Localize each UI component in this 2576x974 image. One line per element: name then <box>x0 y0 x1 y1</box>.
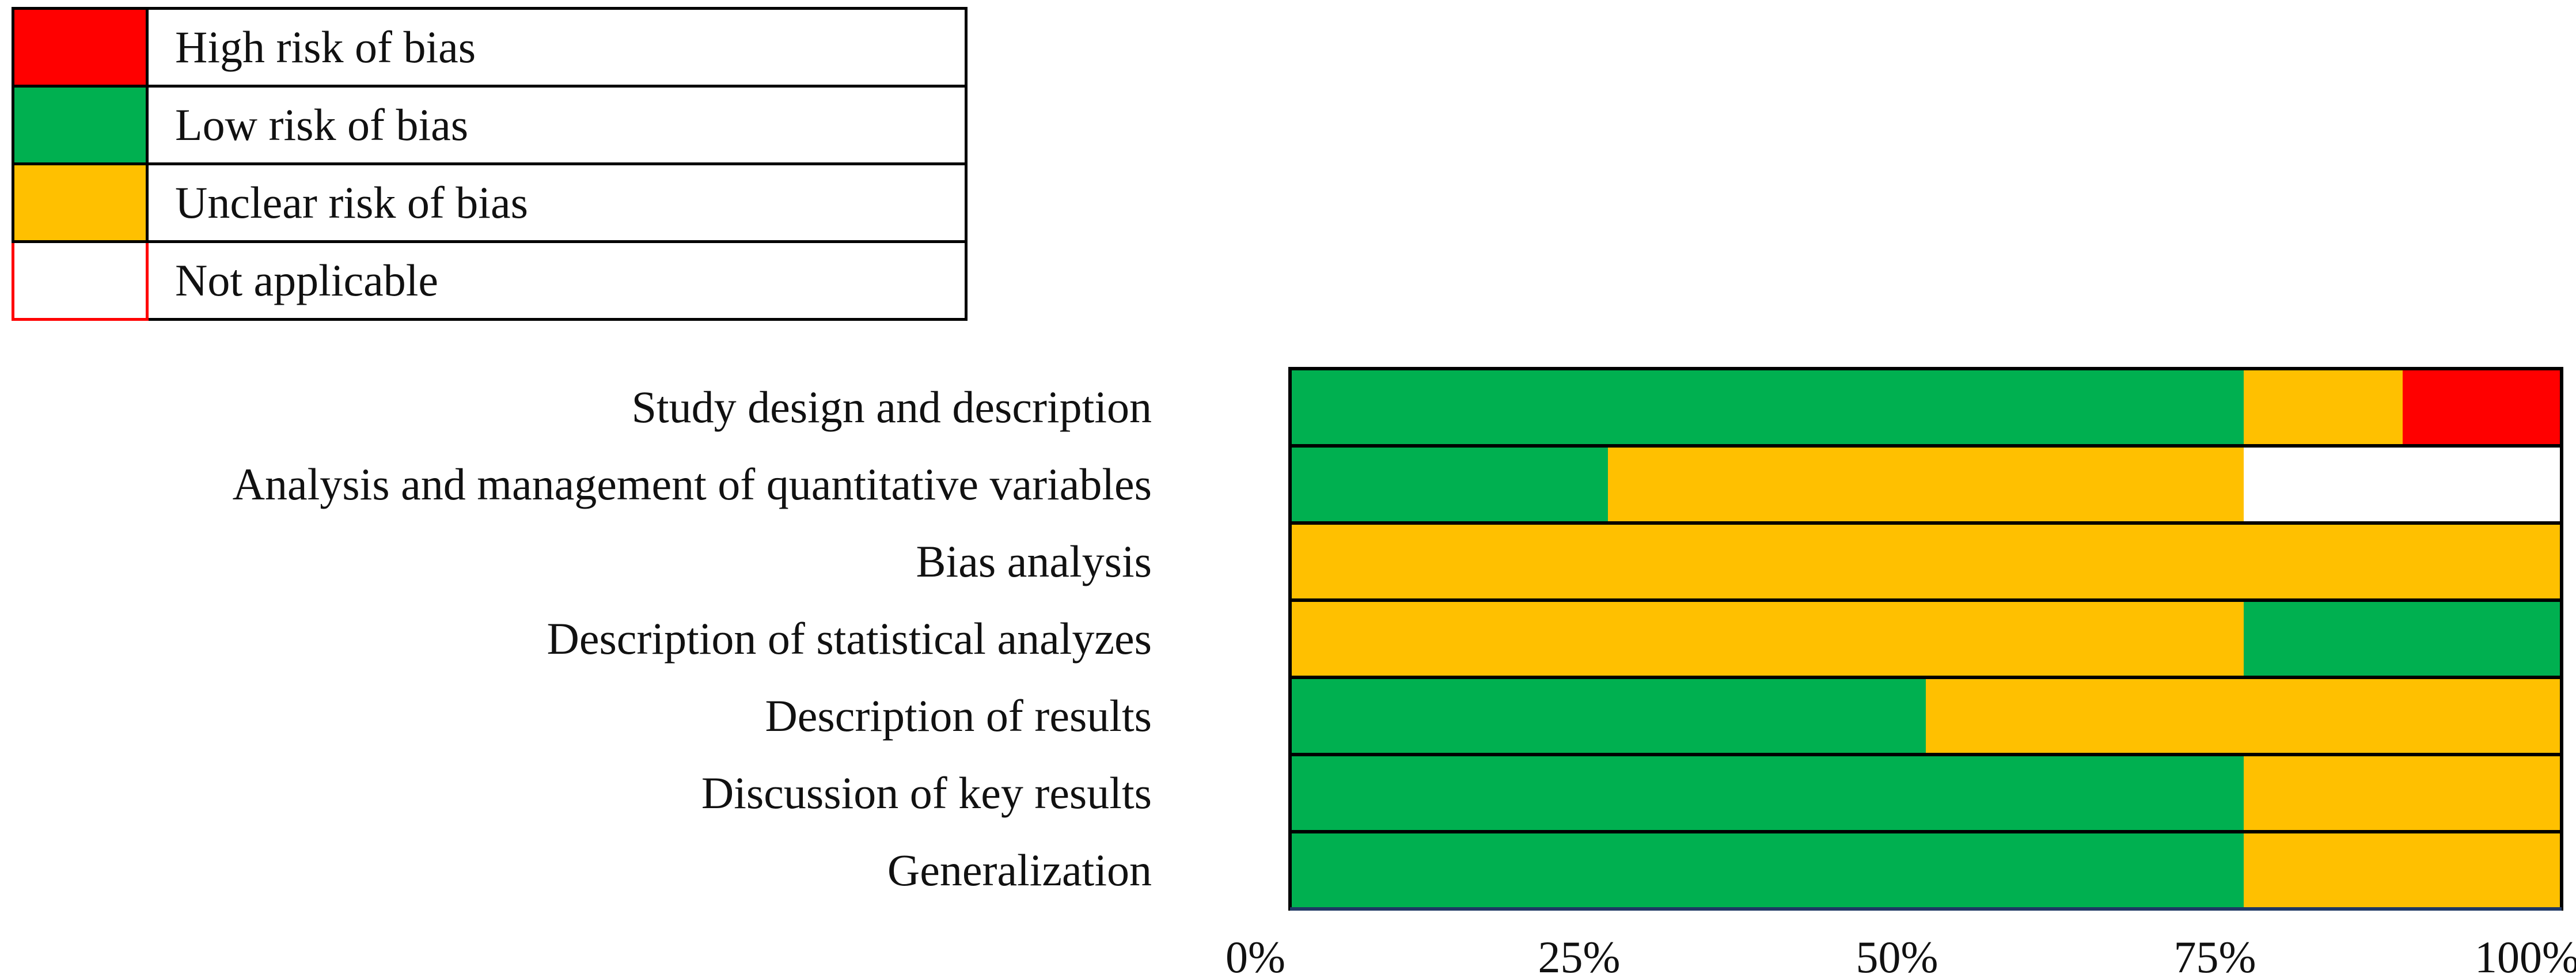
legend-swatch-na <box>12 240 149 321</box>
legend-swatch-high <box>12 7 149 88</box>
legend-item-high: High risk of bias <box>12 7 968 88</box>
x-tick-label-2: 50% <box>1856 932 1938 974</box>
bar-segment-6-1-unclear <box>2244 832 2562 909</box>
category-label-5: Discussion of key results <box>701 768 1152 818</box>
category-label-4: Description of results <box>765 691 1152 741</box>
legend-swatch-unclear <box>12 162 149 243</box>
bars-group <box>1288 367 2563 911</box>
legend-label-high: High risk of bias <box>146 7 968 88</box>
legend: High risk of bias Low risk of bias Uncle… <box>12 7 968 321</box>
bar-segment-0-0-low <box>1290 369 2244 446</box>
bar-segment-3-0-unclear <box>1290 600 2244 677</box>
bar-segment-3-1-low <box>2244 600 2562 677</box>
x-tick-label-1: 25% <box>1538 932 1621 974</box>
bar-segment-1-1-unclear <box>1608 446 2244 523</box>
legend-label-low: Low risk of bias <box>146 85 968 165</box>
bar-segment-1-0-low <box>1290 446 1608 523</box>
legend-label-na: Not applicable <box>146 240 968 321</box>
category-label-2: Bias analysis <box>916 536 1152 586</box>
bar-segment-5-1-unclear <box>2244 755 2562 832</box>
x-tick-label-0: 0% <box>1226 932 1285 974</box>
legend-item-na: Not applicable <box>12 240 968 321</box>
x-tick-label-4: 100% <box>2475 932 2576 974</box>
x-tick-labels: 0% 25% 50% 75% 100% <box>1226 932 2576 974</box>
legend-item-low: Low risk of bias <box>12 85 968 165</box>
category-label-3: Description of statistical analyzes <box>547 613 1152 664</box>
legend-swatch-low <box>12 85 149 165</box>
bar-segment-4-1-unclear <box>1926 677 2562 755</box>
bar-segment-5-0-low <box>1290 755 2244 832</box>
category-labels: Study design and description Analysis and… <box>233 382 1152 895</box>
bar-segment-2-0-unclear <box>1290 523 2562 600</box>
category-label-0: Study design and description <box>632 382 1152 432</box>
bar-segment-1-2-na <box>2244 446 2562 523</box>
category-label-1: Analysis and management of quantitative … <box>233 459 1152 509</box>
legend-item-unclear: Unclear risk of bias <box>12 162 968 243</box>
category-label-6: Generalization <box>887 845 1152 895</box>
legend-label-unclear: Unclear risk of bias <box>146 162 968 243</box>
bar-segment-0-2-high <box>2403 369 2562 446</box>
x-tick-label-3: 75% <box>2174 932 2256 974</box>
bar-segment-4-0-low <box>1290 677 1926 755</box>
bar-segment-0-1-unclear <box>2244 369 2403 446</box>
bar-segment-6-0-low <box>1290 832 2244 909</box>
